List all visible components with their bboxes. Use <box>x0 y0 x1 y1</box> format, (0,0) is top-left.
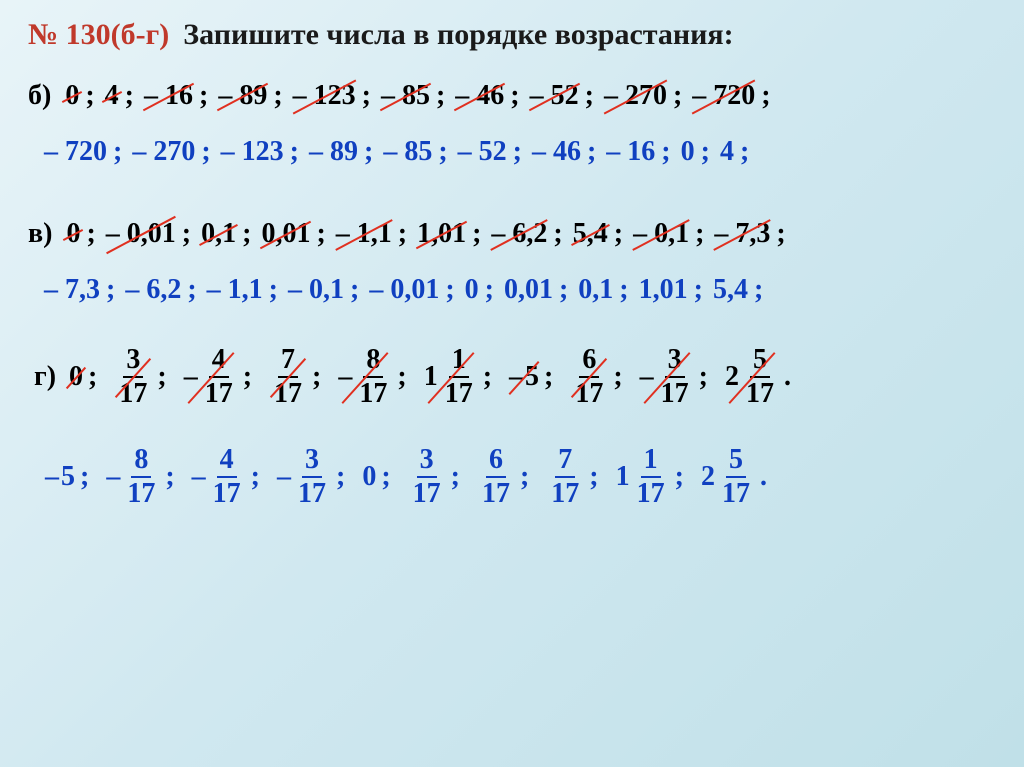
number-item: – 1,1 <box>330 218 398 249</box>
part-g-answer: –5;–817;–417;–317;0;317;617;717;1117;251… <box>28 446 996 508</box>
number-item: – 46 <box>449 80 510 111</box>
number-item: – 85 <box>375 80 436 111</box>
number-item: 2517 <box>696 446 760 508</box>
part-b-given: б) 0;4;– 16;– 89;– 123;– 85;– 46;– 52;– … <box>28 80 996 112</box>
number-item: 317 <box>109 346 157 408</box>
number-item: – 123 <box>215 136 290 167</box>
number-item: – 89 <box>212 80 273 111</box>
part-v-answer: – 7,3;– 6,2;– 1,1;– 0,1;– 0,01;0;0,01;0,… <box>28 274 996 306</box>
number-item: –417 <box>187 446 251 508</box>
number-item: – 16 <box>138 80 199 111</box>
number-item: 1117 <box>611 446 675 508</box>
number-item: 0,01 <box>498 274 559 305</box>
number-item: –417 <box>179 346 243 408</box>
number-item: 0 <box>357 461 381 493</box>
number-item: 5,4 <box>707 274 754 305</box>
number-item: – 0,1 <box>282 274 350 305</box>
part-v-given: в) 0;– 0,01;0,1;0,01;– 1,1;1,01;– 6,2;5,… <box>28 218 996 250</box>
number-item: 0,1 <box>195 218 242 249</box>
part-b-answer: – 720;– 270;– 123;– 89;– 85;– 52;– 46;– … <box>28 136 996 168</box>
number-item: 0,1 <box>572 274 619 305</box>
number-item: 617 <box>565 346 613 408</box>
part-b-label: б) <box>28 80 51 112</box>
part-g-given: г) 0;317;–417;717;–817;1117;–5;617;–317;… <box>28 346 996 408</box>
number-item: – 52 <box>452 136 513 167</box>
number-item: 1,01 <box>411 218 472 249</box>
number-item: – 85 <box>377 136 438 167</box>
number-item: 0 <box>459 274 485 305</box>
number-item: – 0,01 <box>100 218 182 249</box>
number-item: – 7,3 <box>38 274 106 305</box>
number-item: – 46 <box>526 136 587 167</box>
part-v-label: в) <box>28 218 52 250</box>
number-item: 0 <box>64 361 88 393</box>
number-item: – 16 <box>600 136 661 167</box>
number-item: 0 <box>675 136 701 167</box>
number-item: – 720 <box>686 80 761 111</box>
exercise-number: № 130(б-г) <box>28 18 169 52</box>
number-item: – 1,1 <box>201 274 269 305</box>
number-item: 617 <box>472 446 520 508</box>
part-g-label: г) <box>34 361 56 393</box>
number-item: 717 <box>541 446 589 508</box>
number-item: 717 <box>264 346 312 408</box>
number-item: –817 <box>333 346 397 408</box>
number-item: 0 <box>59 80 85 111</box>
number-item: – 720 <box>38 136 113 167</box>
exercise-header: № 130(б-г) Запишите числа в порядке возр… <box>28 18 996 52</box>
number-item: –5 <box>40 461 80 493</box>
number-item: 5,4 <box>567 218 614 249</box>
number-item: –317 <box>635 346 699 408</box>
number-item: – 6,2 <box>485 218 553 249</box>
number-item: 0 <box>60 218 86 249</box>
number-item: – 6,2 <box>119 274 187 305</box>
number-item: – 7,3 <box>708 218 776 249</box>
number-item: – 89 <box>303 136 364 167</box>
number-item: –317 <box>272 446 336 508</box>
number-item: – 52 <box>524 80 585 111</box>
number-item: – 270 <box>126 136 201 167</box>
number-item: – 0,01 <box>363 274 445 305</box>
number-item: –817 <box>101 446 165 508</box>
number-item: –5 <box>504 361 544 393</box>
exercise-title: Запишите числа в порядке возрастания: <box>183 18 733 52</box>
number-item: 1117 <box>419 346 483 408</box>
number-item: – 270 <box>598 80 673 111</box>
number-item: 4 <box>99 80 125 111</box>
number-item: 2517 <box>720 346 784 408</box>
number-item: – 0,1 <box>627 218 695 249</box>
number-item: 0,01 <box>255 218 316 249</box>
number-item: 4 <box>714 136 740 167</box>
number-item: 1,01 <box>633 274 694 305</box>
number-item: – 123 <box>287 80 362 111</box>
number-item: 317 <box>403 446 451 508</box>
